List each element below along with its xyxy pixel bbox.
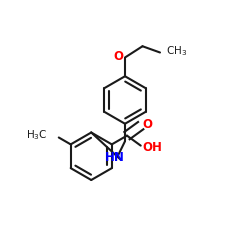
Text: O: O [143,118,153,131]
Text: CH$_3$: CH$_3$ [166,44,187,59]
Text: OH: OH [142,141,162,154]
Text: O: O [114,50,124,63]
Text: HN: HN [105,151,125,164]
Text: H$_3$C: H$_3$C [26,128,48,142]
